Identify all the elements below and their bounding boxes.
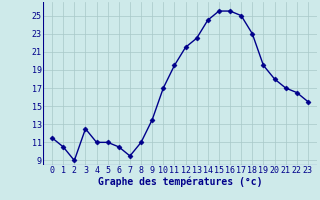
X-axis label: Graphe des températures (°c): Graphe des températures (°c) (98, 177, 262, 187)
